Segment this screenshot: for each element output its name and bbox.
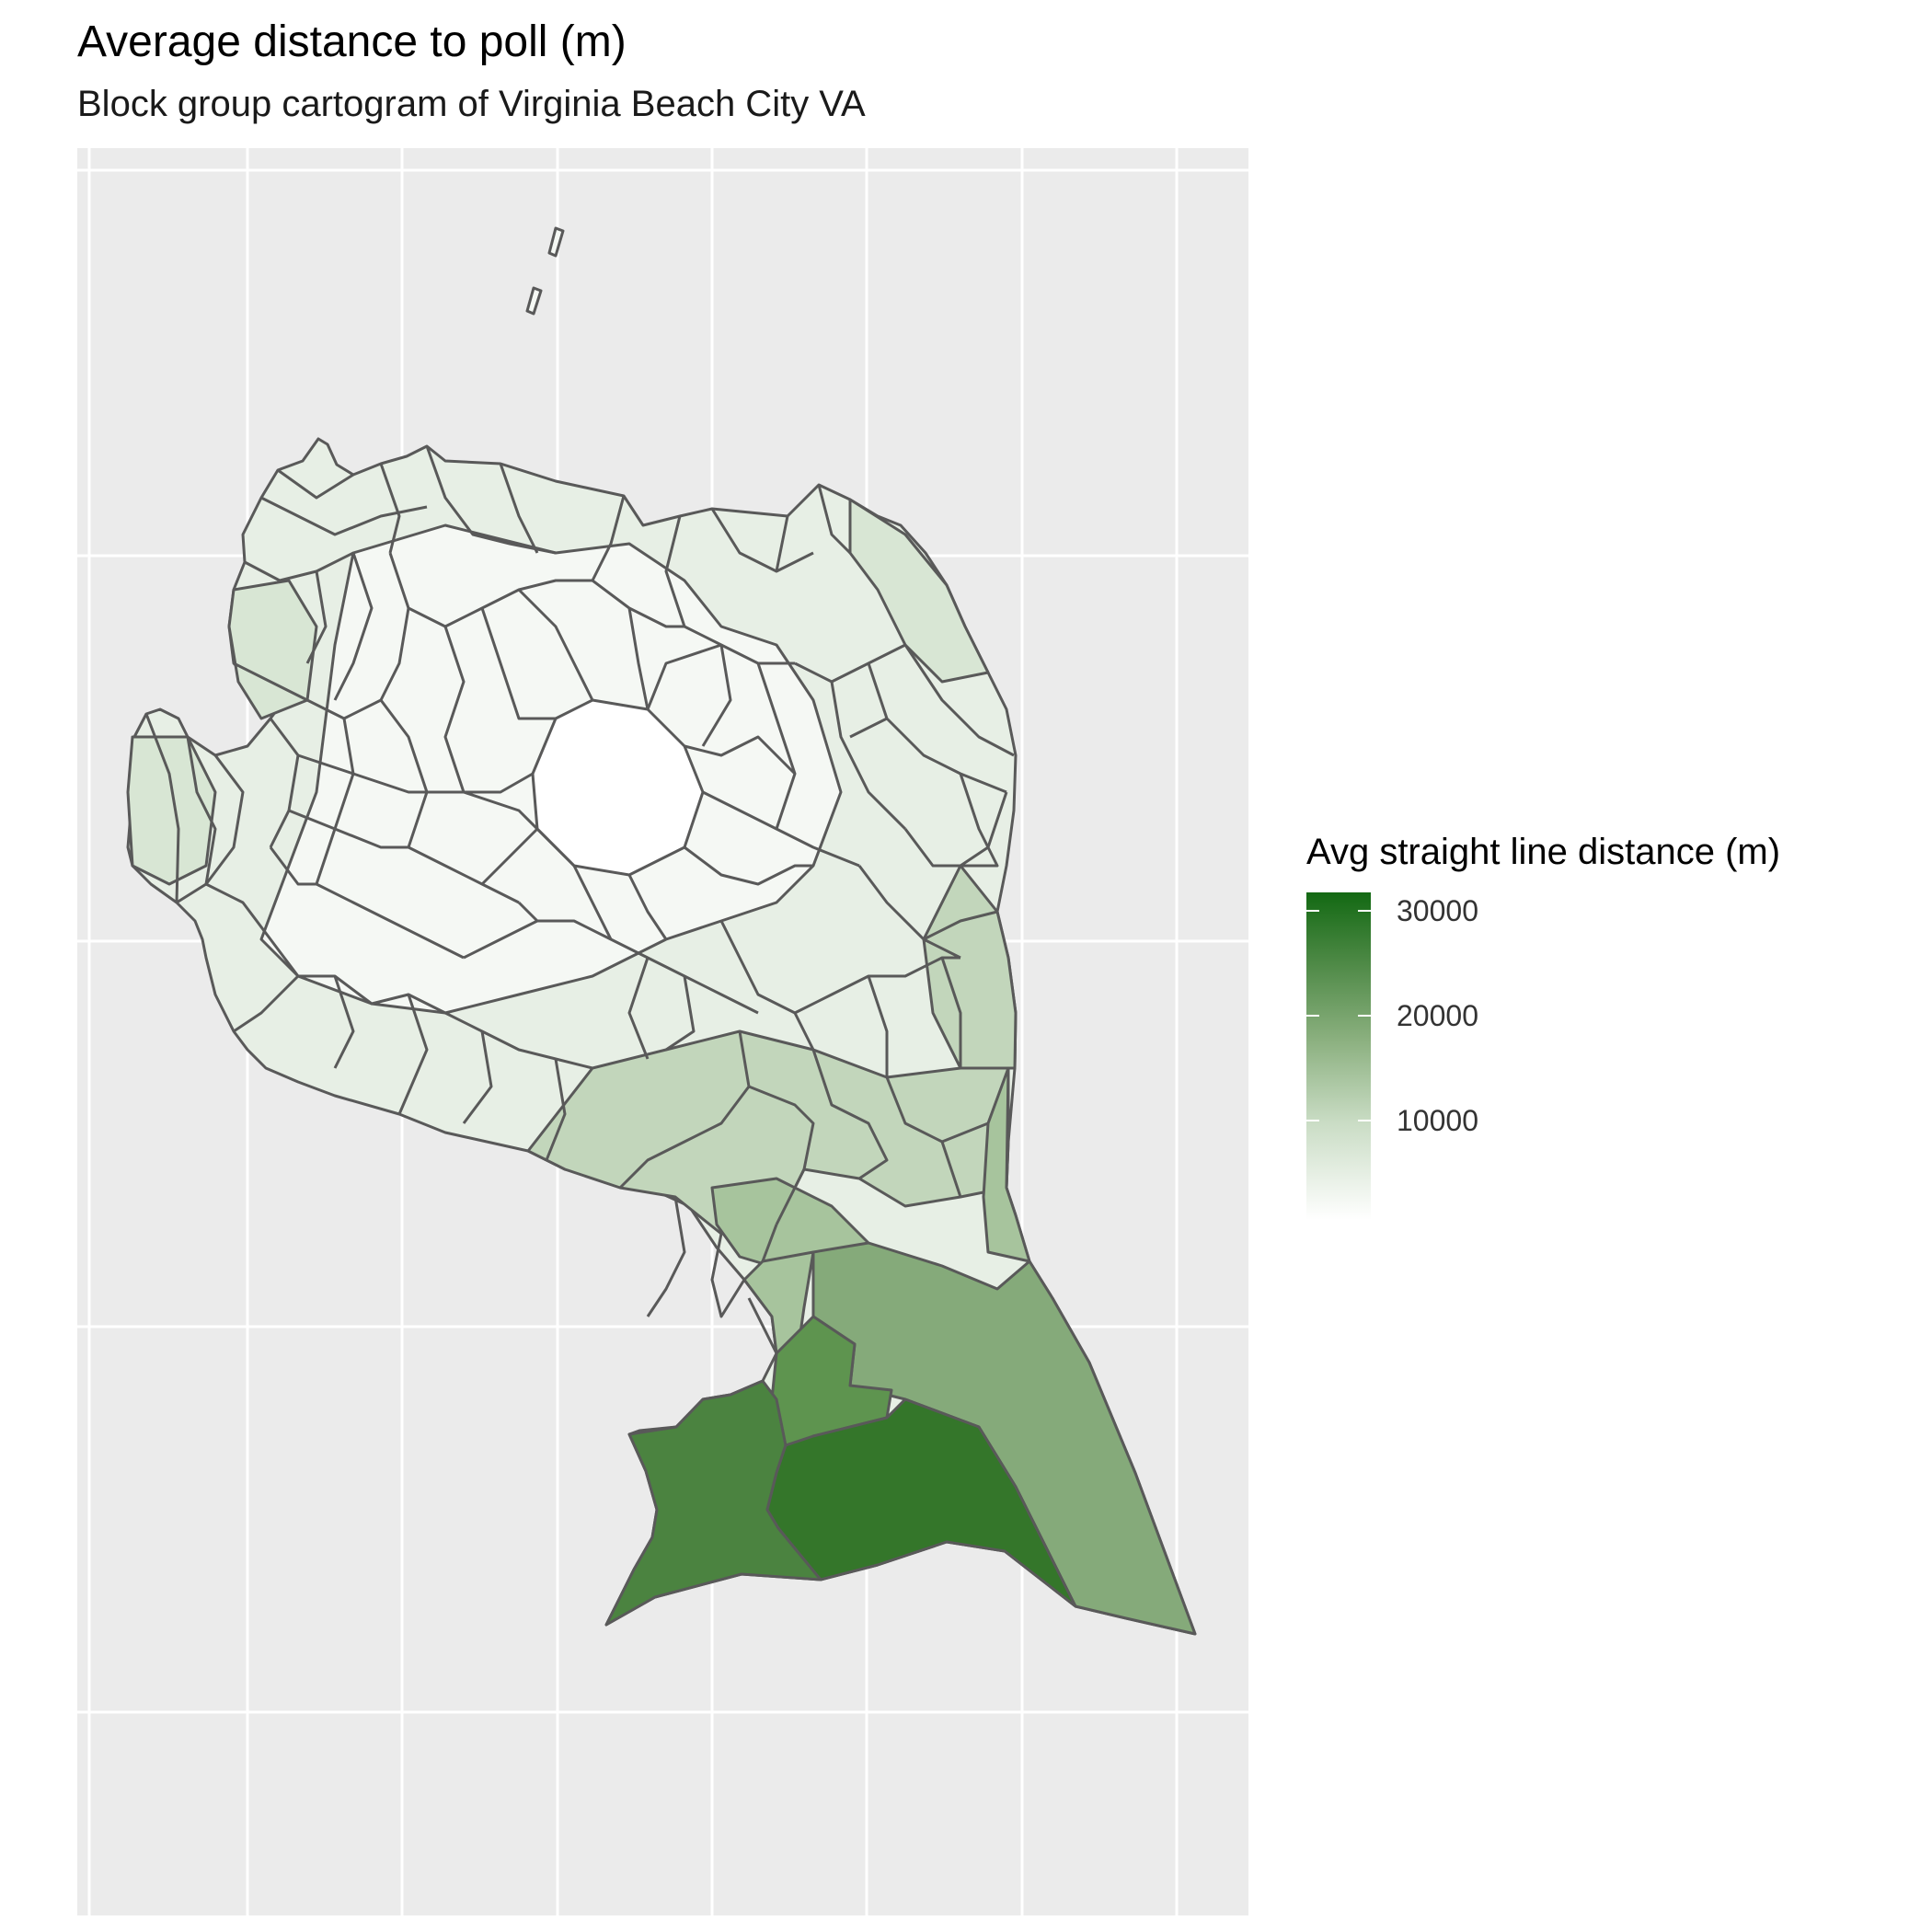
legend-break-label: 30000 — [1397, 894, 1478, 927]
legend-tick — [1306, 1015, 1319, 1017]
map-panel[interactable] — [77, 148, 1248, 1915]
map-island — [547, 226, 565, 258]
legend-tick — [1358, 1015, 1371, 1017]
legend: Avg straight line distance (m) 30000 200… — [1306, 828, 1914, 1233]
map-regions — [126, 226, 1197, 1636]
map-zone — [848, 498, 990, 684]
map-region-south — [765, 1397, 1077, 1608]
legend-tick — [1358, 910, 1371, 912]
map-canvas[interactable] — [77, 148, 1248, 1915]
legend-tick — [1306, 1120, 1319, 1121]
chart-subtitle: Block group cartogram of Virginia Beach … — [77, 84, 866, 124]
map-zone — [227, 579, 318, 720]
legend-color-bar — [1306, 892, 1371, 1220]
map-zone — [982, 1066, 1031, 1263]
legend-break-label: 10000 — [1397, 1104, 1478, 1137]
legend-tick — [1306, 910, 1319, 912]
legend-tick — [1358, 1120, 1371, 1121]
legend-break-label: 20000 — [1397, 999, 1478, 1032]
chart-title: Average distance to poll (m) — [77, 17, 627, 66]
map-island — [525, 286, 543, 316]
block-group-boundaries — [144, 445, 1015, 1354]
legend-title: Avg straight line distance (m) — [1306, 832, 1781, 872]
